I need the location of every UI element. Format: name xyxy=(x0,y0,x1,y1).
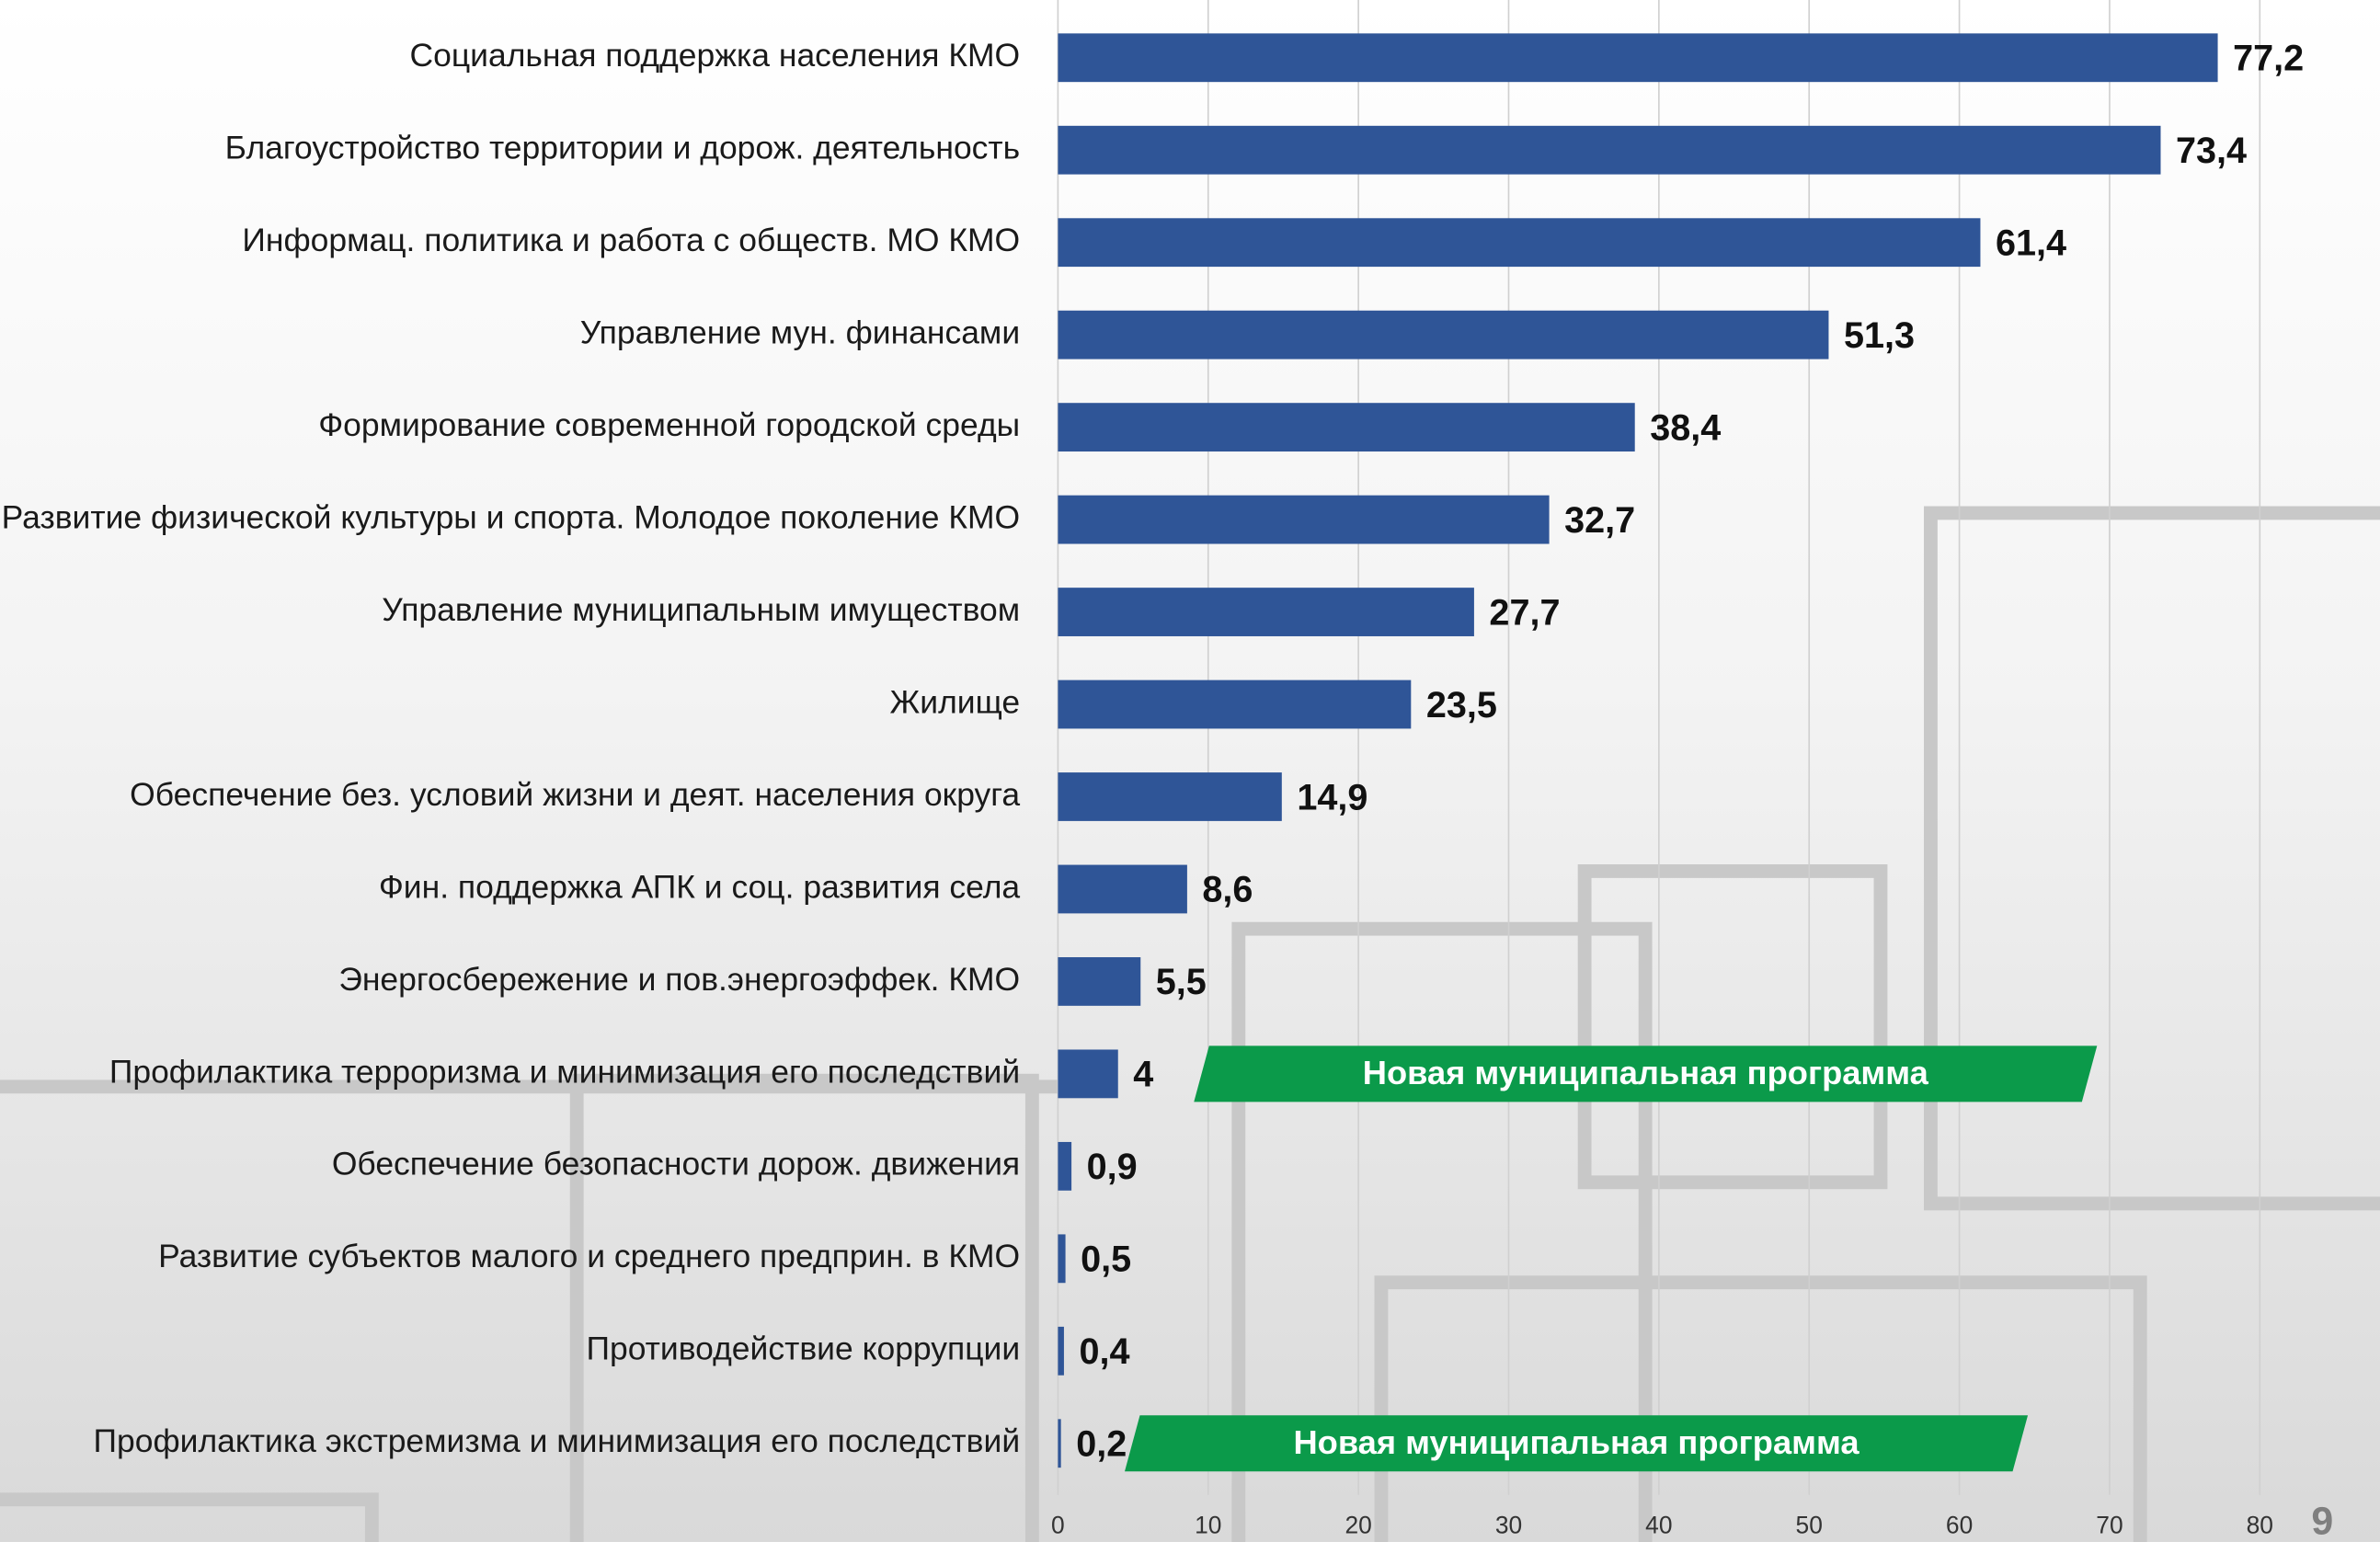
annotation-text: Новая муниципальная программа xyxy=(1293,1423,1859,1461)
bar xyxy=(1058,495,1550,544)
value-label: 61,4 xyxy=(1996,223,2066,263)
category-label: Энергосбережение и пов.энергоэффек. КМО xyxy=(338,961,1020,998)
value-label: 4 xyxy=(1133,1055,1153,1095)
page-number: 9 xyxy=(2311,1499,2333,1542)
x-tick-label: 70 xyxy=(2096,1511,2123,1538)
value-label: 73,4 xyxy=(2176,131,2247,171)
value-label: 14,9 xyxy=(1297,777,1367,817)
x-tick-label: 60 xyxy=(1946,1511,1973,1538)
category-label: Информац. политика и работа с обществ. М… xyxy=(242,222,1020,258)
category-label: Обеспечение без. условий жизни и деят. н… xyxy=(130,776,1020,813)
bar xyxy=(1058,33,2218,83)
bar xyxy=(1058,403,1635,452)
annotation-banner xyxy=(1124,1415,2029,1472)
x-tick-label: 0 xyxy=(1051,1511,1065,1538)
x-tick-label: 40 xyxy=(1645,1511,1672,1538)
value-label: 8,6 xyxy=(1202,870,1253,910)
value-label: 0,2 xyxy=(1076,1424,1127,1465)
bar xyxy=(1058,1326,1064,1376)
x-tick-label: 50 xyxy=(1796,1511,1823,1538)
value-label: 0,4 xyxy=(1079,1331,1129,1372)
bar xyxy=(1058,772,1282,821)
category-label: Управление муниципальным имуществом xyxy=(382,591,1020,628)
category-label: Жилище xyxy=(890,683,1021,720)
value-label: 23,5 xyxy=(1426,685,1497,725)
x-tick-label: 20 xyxy=(1344,1511,1371,1538)
value-label: 0,9 xyxy=(1087,1147,1138,1187)
category-label: Профилактика экстремизма и минимизация е… xyxy=(94,1422,1021,1459)
x-tick-label: 10 xyxy=(1195,1511,1221,1538)
value-label: 77,2 xyxy=(2233,39,2304,79)
category-label: Противодействие коррупции xyxy=(587,1331,1021,1367)
value-label: 27,7 xyxy=(1489,592,1560,633)
annotation-text: Новая муниципальная программа xyxy=(1363,1054,1929,1091)
value-label: 51,3 xyxy=(1844,315,1915,356)
category-label: Формирование современной городской среды xyxy=(318,406,1020,443)
bar xyxy=(1058,1419,1061,1468)
value-label: 0,5 xyxy=(1081,1239,1131,1280)
bar xyxy=(1058,1049,1118,1099)
bar xyxy=(1058,125,2161,175)
bar xyxy=(1058,218,1981,268)
value-label: 38,4 xyxy=(1650,407,1721,448)
category-label: Благоустройство территории и дорож. деят… xyxy=(225,130,1021,166)
bar xyxy=(1058,1234,1066,1284)
value-label: 5,5 xyxy=(1156,962,1207,1002)
bar xyxy=(1058,310,1829,360)
category-label: Обеспечение безопасности дорож. движения xyxy=(332,1146,1020,1182)
bar xyxy=(1058,1141,1072,1191)
x-tick-label: 30 xyxy=(1495,1511,1522,1538)
category-label: Фин. поддержка АПК и соц. развития села xyxy=(379,868,1021,905)
bar xyxy=(1058,957,1141,1006)
bar xyxy=(1058,864,1187,914)
category-label: Профилактика терроризма и минимизация ег… xyxy=(109,1053,1020,1090)
value-label: 32,7 xyxy=(1564,500,1635,541)
category-label: Управление мун. финансами xyxy=(580,314,1020,351)
bar xyxy=(1058,680,1412,729)
category-label: Развитие физической культуры и спорта. М… xyxy=(2,498,1021,535)
category-label: Развитие субъектов малого и среднего пре… xyxy=(158,1238,1020,1274)
category-label: Социальная поддержка населения КМО xyxy=(410,37,1021,74)
annotation-banner xyxy=(1194,1045,2098,1102)
bar xyxy=(1058,588,1474,636)
x-tick-label: 80 xyxy=(2247,1511,2273,1538)
